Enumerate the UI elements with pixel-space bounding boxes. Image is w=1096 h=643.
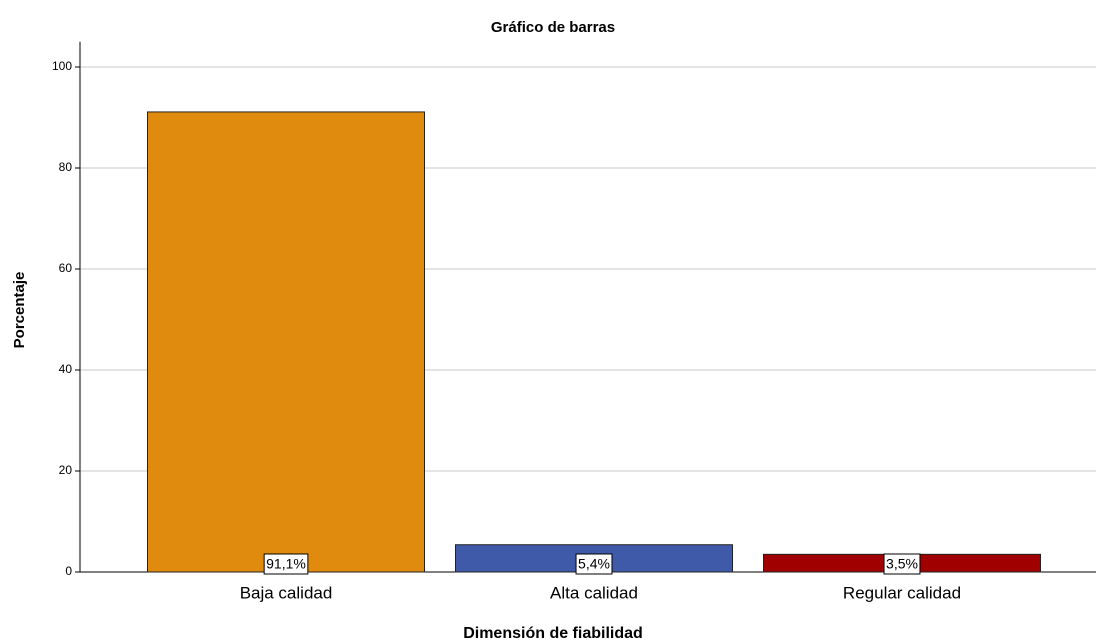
value-label-box bbox=[263, 553, 309, 575]
value-label: 3,5% bbox=[886, 556, 918, 572]
value-label-box bbox=[883, 553, 921, 575]
y-axis-label: Porcentaje bbox=[11, 272, 28, 349]
chart-title: Gráfico de barras bbox=[491, 19, 615, 36]
value-label: 91,1% bbox=[266, 556, 306, 572]
y-tick-label: 80 bbox=[59, 160, 73, 174]
value-label-box bbox=[575, 553, 613, 575]
x-tick-label: Alta calidad bbox=[550, 583, 638, 602]
x-tick-label: Regular calidad bbox=[843, 583, 961, 602]
y-tick-label: 20 bbox=[59, 463, 73, 477]
bar bbox=[147, 111, 425, 573]
y-tick-label: 60 bbox=[59, 261, 73, 275]
y-tick-label: 100 bbox=[52, 59, 72, 73]
y-tick-label: 0 bbox=[65, 564, 72, 578]
x-axis-label: Dimensión de fiabilidad bbox=[463, 625, 643, 642]
x-tick-label: Baja calidad bbox=[240, 583, 333, 602]
value-label: 5,4% bbox=[578, 556, 610, 572]
y-tick-label: 40 bbox=[59, 362, 73, 376]
